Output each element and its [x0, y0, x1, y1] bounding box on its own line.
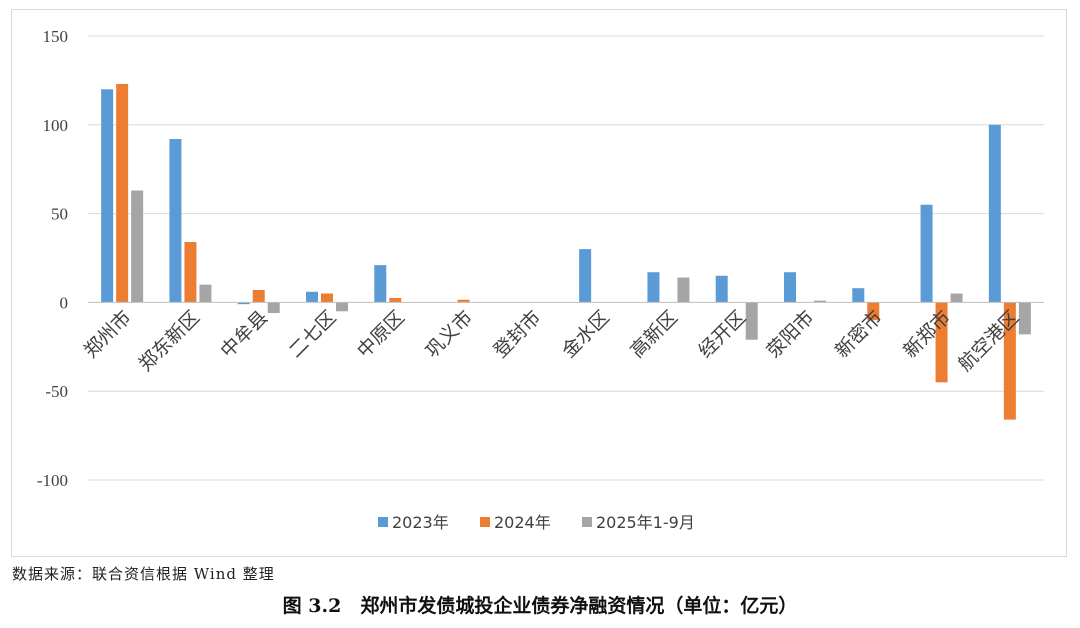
bar-二七区-2023年: [306, 291, 318, 303]
y-tick-label: 100: [43, 116, 69, 135]
bar-二七区-2024年: [321, 293, 333, 303]
bar-中牟县-2025年1-9月: [267, 302, 280, 314]
bar-荥阳市-2023年: [784, 272, 796, 303]
bar-郑东新区-2023年: [169, 139, 182, 303]
bar-新郑市-2024年: [935, 302, 948, 383]
bar-二七区-2025年1-9月: [336, 302, 348, 312]
legend-label: 2025年1-9月: [596, 513, 695, 532]
y-tick-label: 150: [43, 27, 69, 46]
bar-高新区-2023年: [647, 272, 660, 303]
bar-中牟县-2023年: [237, 302, 250, 305]
bar-新郑市-2023年: [920, 204, 933, 303]
x-category-label: 新密市: [831, 306, 887, 362]
bar-经开区-2023年: [715, 275, 728, 303]
y-tick-label: 50: [51, 205, 68, 224]
bar-中原区-2024年: [389, 297, 402, 303]
bar-新密市-2023年: [852, 288, 865, 303]
figure-caption: 图 3.2 郑州市发债城投企业债券净融资情况（单位：亿元）: [282, 595, 798, 617]
bar-郑州市-2024年: [116, 83, 129, 303]
bar-新郑市-2025年1-9月: [950, 293, 963, 303]
y-tick-label: -50: [45, 382, 68, 401]
x-category-label: 金水区: [558, 306, 614, 362]
bar-经开区-2025年1-9月: [745, 302, 758, 340]
y-tick-label: 0: [60, 293, 69, 312]
legend-swatch: [582, 517, 592, 527]
bar-金水区-2023年: [579, 249, 592, 303]
bar-郑东新区-2024年: [184, 242, 197, 303]
bar-中牟县-2024年: [252, 289, 265, 303]
legend-label: 2024年: [494, 513, 551, 532]
legend-swatch: [378, 517, 388, 527]
legend-swatch: [480, 517, 490, 527]
bar-中原区-2023年: [374, 265, 387, 303]
legend: 2023年 2024年 2025年1-9月: [378, 513, 695, 532]
y-axis-tick-labels: 150 100 50 0 -50 -100: [37, 27, 68, 490]
chart-frame: 150 100 50 0 -50 -100 郑州市 郑东新区 中牟县 二七区 中原区 巩义市 登封市金…: [11, 9, 1067, 557]
net-financing-bar-chart: 150 100 50 0 -50 -100 郑州市郑东新区 中牟县 二七区 中原区 巩义市 登封市金…: [37, 27, 1044, 532]
bar-荥阳市-2025年1-9月: [814, 300, 826, 303]
x-category-label: 二七区: [285, 306, 341, 362]
x-category-label: 荥阳市: [763, 306, 819, 362]
x-category-label: 登封市: [490, 306, 546, 362]
source-note: 数据来源：联合资信根据 Wind 整理: [12, 565, 275, 583]
bars: [101, 83, 1031, 420]
legend-label: 2023年: [392, 513, 449, 532]
bar-巩义市-2024年: [457, 299, 470, 303]
x-category-label: 高新区: [626, 306, 682, 362]
x-category-label: 中原区: [353, 306, 409, 362]
x-category-label: 郑州市: [80, 306, 136, 362]
bar-航空港区-2025年1-9月: [1018, 302, 1031, 335]
bar-郑州市-2023年: [101, 89, 114, 303]
x-category-label: 中牟县: [216, 306, 272, 362]
x-category-label: 郑东新区: [135, 306, 204, 375]
bar-郑州市-2025年1-9月: [131, 190, 144, 303]
bar-新密市-2024年: [867, 302, 880, 321]
bar-航空港区-2023年: [988, 124, 1001, 303]
grid-lines: [88, 35, 1044, 481]
x-category-label: 经开区: [694, 306, 750, 362]
bar-郑东新区-2025年1-9月: [199, 284, 212, 303]
bar-航空港区-2024年: [1003, 302, 1016, 420]
bar-高新区-2025年1-9月: [677, 277, 690, 303]
y-tick-label: -100: [37, 471, 68, 490]
x-category-label: 巩义市: [421, 306, 477, 362]
